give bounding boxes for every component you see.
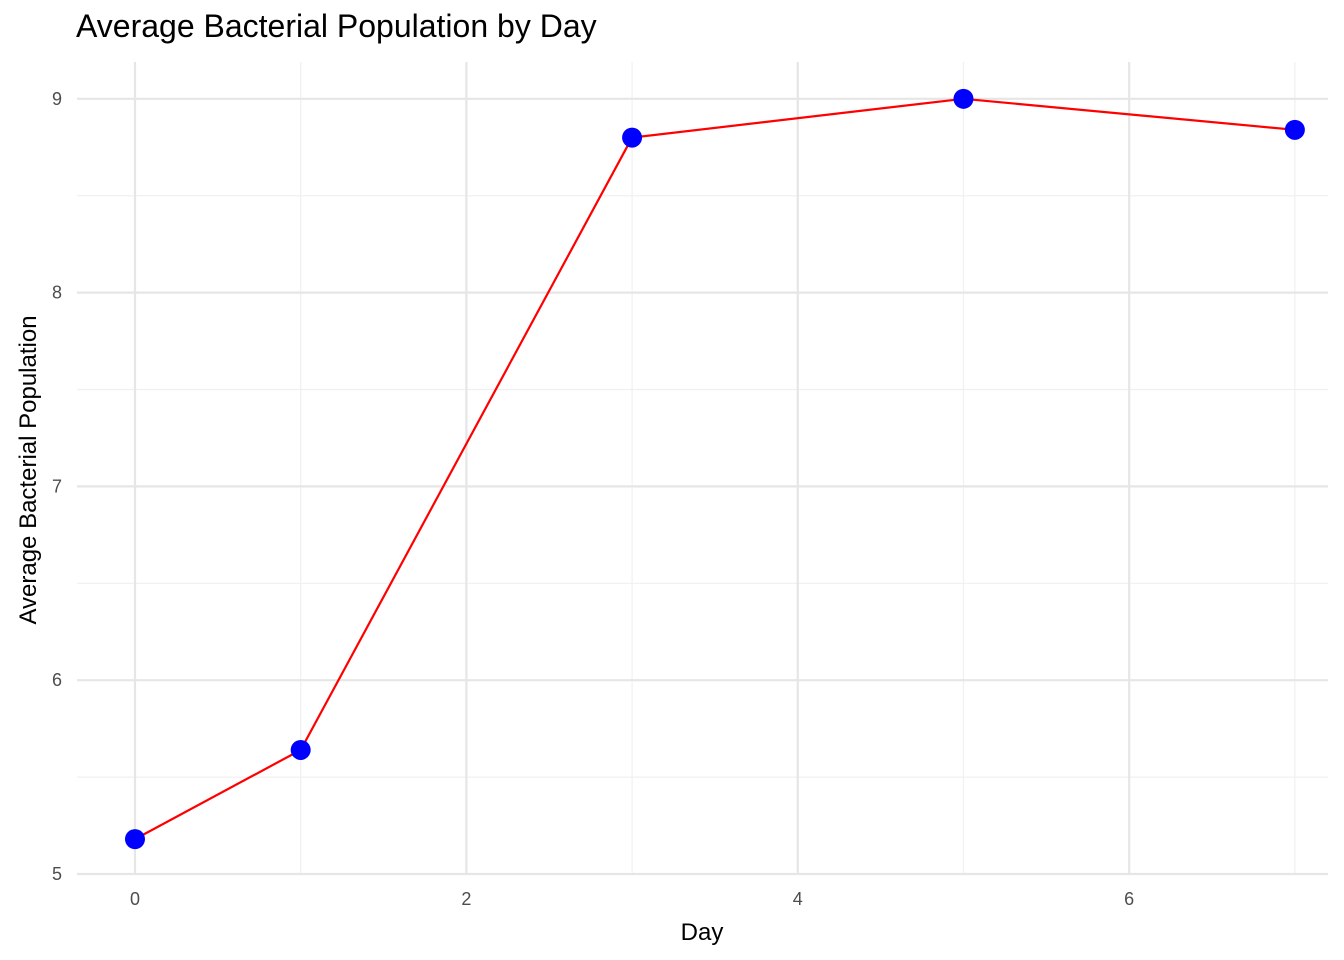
y-axis-title: Average Bacterial Population [15, 315, 42, 624]
series-points [124, 88, 1305, 850]
x-tick-label: 6 [1124, 889, 1134, 909]
x-tick-label: 2 [461, 889, 471, 909]
x-tick-labels: 0 2 4 6 [130, 889, 1134, 909]
x-tick-label: 4 [793, 889, 803, 909]
chart-title: Average Bacterial Population by Day [76, 8, 597, 44]
data-point [290, 739, 311, 760]
x-tick-label: 0 [130, 889, 140, 909]
y-tick-label: 5 [52, 864, 62, 884]
series-line [134, 97, 1295, 841]
data-point [1284, 119, 1305, 140]
major-gridlines [77, 62, 1328, 876]
y-tick-label: 6 [52, 670, 62, 690]
y-tick-labels: 5 6 7 8 9 [52, 89, 62, 884]
x-axis-title: Day [681, 919, 724, 946]
y-tick-label: 7 [52, 476, 62, 496]
data-point [622, 127, 643, 148]
y-tick-label: 8 [52, 283, 62, 303]
minor-gridlines [77, 62, 1328, 874]
y-tick-label: 9 [52, 89, 62, 109]
data-point [953, 88, 974, 109]
data-point [124, 829, 145, 850]
series-lines [134, 97, 1295, 841]
